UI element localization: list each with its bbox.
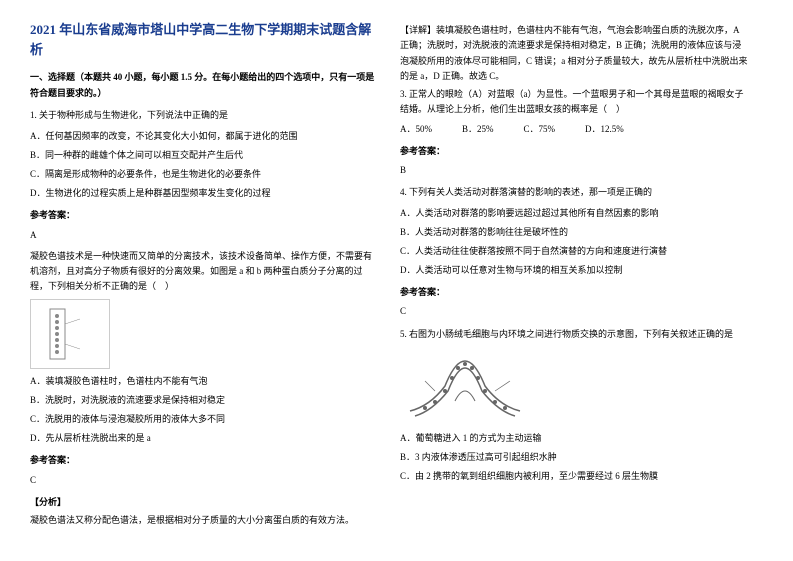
q2-sub: 【分析】 xyxy=(30,494,380,510)
q3-options: A．50% B．25% C．75% D．12.5% xyxy=(400,121,750,137)
q3-optD: D．12.5% xyxy=(585,121,624,137)
q4-optC: C．人类活动往往使群落按照不同于自然演替的方向和速度进行演替 xyxy=(400,243,750,259)
section-header: 一、选择题（本题共 40 小题，每小题 1.5 分。在每小题给出的四个选项中，只… xyxy=(30,69,380,101)
q1-answer: A xyxy=(30,227,380,243)
q2-answer: C xyxy=(30,472,380,488)
q4-optA: A．人类活动对群落的影响要远超过超过其他所有自然因素的影响 xyxy=(400,205,750,221)
q5-stem: 5. 右图为小肠绒毛细胞与内环境之间进行物质交换的示意图，下列有关叙述正确的是 xyxy=(400,326,750,342)
q4-answer: C xyxy=(400,303,750,319)
col2-explanation: 【详解】装填凝胶色谱柱时，色谱柱内不能有气泡，气泡会影响蛋白质的洗脱次序，A 正… xyxy=(400,23,750,84)
q1-optB: B．同一种群的雌雄个体之间可以相互交配并产生后代 xyxy=(30,147,380,163)
q2-intro: 凝胶色谱技术是一种快速而又简单的分离技术，该技术设备简单、操作方便，不需要有机溶… xyxy=(30,249,380,295)
q2-answer-label: 参考答案： xyxy=(30,452,380,468)
q4-optB: B．人类活动对群落的影响往往是破坏性的 xyxy=(400,224,750,240)
q4-stem: 4. 下列有关人类活动对群落演替的影响的表述，那一项是正确的 xyxy=(400,184,750,200)
q3-optB: B．25% xyxy=(462,121,494,137)
q3-answer-label: 参考答案： xyxy=(400,143,750,159)
q1-answer-label: 参考答案： xyxy=(30,207,380,223)
q2-optC: C．洗脱用的液体与浸泡凝胶所用的液体大多不同 xyxy=(30,411,380,427)
q1-stem: 1. 关于物种形成与生物进化，下列说法中正确的是 xyxy=(30,107,380,123)
q2-optA: A．装填凝胶色谱柱时，色谱柱内不能有气泡 xyxy=(30,373,380,389)
q3-optA: A．50% xyxy=(400,121,432,137)
q5-optB: B．3 内液体渗透压过高可引起组织水肿 xyxy=(400,449,750,465)
q4-optD: D．人类活动可以任意对生物与环境的相互关系加以控制 xyxy=(400,262,750,278)
q2-figure xyxy=(30,299,110,369)
q5-optA: A．葡萄糖进入 1 的方式为主动运输 xyxy=(400,430,750,446)
q5-figure xyxy=(400,346,530,426)
q2-optD: D．先从层析柱洗脱出来的是 a xyxy=(30,430,380,446)
q4-answer-label: 参考答案： xyxy=(400,284,750,300)
q3-stem: 3. 正常人的眼睑（A）对蓝眼（a）为显性。一个蓝眼男子和一个其母是蓝眼的褐眼女… xyxy=(400,87,750,118)
q2-explain: 凝胶色谱法又称分配色谱法，是根据相对分子质量的大小分离蛋白质的有效方法。 xyxy=(30,513,380,528)
q1-optC: C．隔离是形成物种的必要条件，也是生物进化的必要条件 xyxy=(30,166,380,182)
q2-optB: B．洗脱时，对洗脱液的流速要求是保持相对稳定 xyxy=(30,392,380,408)
q5-optC: C．由 2 携带的氧到组织细胞内被利用，至少需要经过 6 层生物膜 xyxy=(400,468,750,484)
exam-title: 2021 年山东省威海市塔山中学高二生物下学期期末试题含解析 xyxy=(30,20,380,59)
q3-optC: C．75% xyxy=(524,121,556,137)
q3-answer: B xyxy=(400,162,750,178)
q1-optD: D．生物进化的过程实质上是种群基因型频率发生变化的过程 xyxy=(30,185,380,201)
q1-optA: A．任何基因频率的改变，不论其变化大小如何，都属于进化的范围 xyxy=(30,128,380,144)
